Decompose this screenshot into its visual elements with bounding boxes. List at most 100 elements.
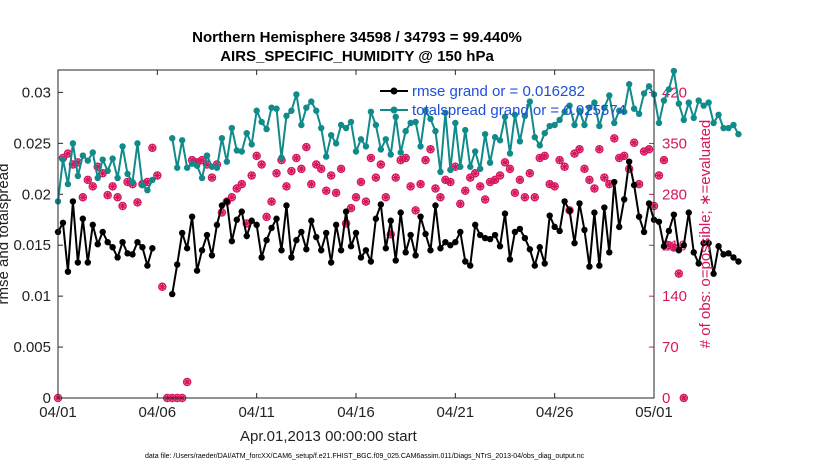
totalspread-point bbox=[293, 91, 300, 98]
rmse-point bbox=[675, 247, 683, 254]
rmse-point bbox=[526, 246, 534, 253]
rmse-point bbox=[670, 211, 678, 218]
rmse-point bbox=[596, 262, 603, 269]
totalspread-point bbox=[342, 124, 350, 132]
rmse-point bbox=[581, 226, 588, 234]
totalspread-point bbox=[645, 83, 653, 90]
rmse-point bbox=[392, 257, 399, 264]
obs-evaluated-point bbox=[367, 154, 375, 162]
totalspread-point bbox=[218, 135, 226, 142]
obs-evaluated-point bbox=[456, 200, 465, 208]
obs-evaluated-point bbox=[382, 193, 390, 202]
rmse-point bbox=[352, 229, 360, 237]
rmse-point bbox=[705, 239, 712, 247]
totalspread-point bbox=[427, 115, 434, 123]
totalspread-point bbox=[283, 112, 290, 120]
totalspread-point bbox=[596, 122, 603, 130]
totalspread-point bbox=[382, 136, 389, 143]
obs-evaluated-point bbox=[103, 191, 112, 199]
rmse-point bbox=[203, 231, 211, 239]
chart-title: Northern Hemisphere 34598 / 34793 = 99.4… bbox=[192, 29, 522, 46]
rmse-point bbox=[576, 200, 583, 207]
totalspread-point bbox=[337, 121, 345, 129]
rmse-point bbox=[735, 258, 742, 265]
totalspread-point bbox=[288, 107, 295, 114]
left-y-axis-label: rmse and totalspread bbox=[0, 164, 12, 305]
obs-evaluated-point bbox=[560, 162, 569, 171]
rmse-point bbox=[134, 238, 141, 246]
y-left-tick-label: 0 bbox=[43, 390, 51, 407]
rmse-point bbox=[586, 263, 593, 270]
totalspread-point bbox=[467, 163, 474, 170]
obs-evaluated-point bbox=[391, 173, 400, 182]
totalspread-point bbox=[685, 99, 692, 106]
y-right-tick-label: 350 bbox=[662, 135, 687, 152]
obs-evaluated-point bbox=[64, 149, 72, 158]
rmse-point bbox=[129, 251, 136, 258]
y-left-tick-label: 0.01 bbox=[22, 288, 51, 305]
rmse-point bbox=[551, 223, 558, 231]
rmse-point bbox=[69, 198, 77, 205]
rmse-point bbox=[213, 221, 221, 229]
rmse-point bbox=[715, 243, 722, 250]
obs-evaluated-point bbox=[247, 171, 256, 180]
totalspread-point bbox=[258, 118, 265, 126]
obs-evaluated-point bbox=[322, 186, 330, 195]
obs-evaluated-point bbox=[79, 193, 87, 202]
obs-evaluated-point bbox=[183, 378, 191, 386]
obs-evaluated-point bbox=[476, 182, 484, 191]
totalspread-point bbox=[387, 151, 394, 158]
obs-evaluated-point bbox=[252, 152, 261, 160]
rmse-point bbox=[268, 224, 275, 232]
totalspread-point bbox=[318, 124, 325, 132]
rmse-point bbox=[347, 243, 355, 250]
totalspread-point bbox=[119, 143, 126, 150]
rmse-point bbox=[178, 229, 186, 237]
rmse-point bbox=[635, 213, 643, 220]
rmse-point bbox=[99, 228, 106, 236]
totalspread-point bbox=[124, 170, 131, 178]
obs-evaluated-point bbox=[416, 180, 425, 188]
totalspread-point bbox=[496, 137, 504, 144]
rmse-point bbox=[660, 243, 668, 250]
totalspread-point bbox=[725, 124, 732, 132]
rmse-point bbox=[422, 230, 429, 238]
rmse-point bbox=[342, 208, 350, 215]
obs-evaluated-point bbox=[595, 145, 604, 154]
totalspread-point bbox=[720, 124, 727, 132]
rmse-point bbox=[442, 238, 449, 246]
rmse-point bbox=[124, 250, 131, 257]
totalspread-point bbox=[332, 140, 340, 147]
totalspread-point bbox=[397, 149, 404, 156]
rmse-point bbox=[452, 238, 459, 246]
totalspread-point bbox=[367, 108, 375, 115]
totalspread-point bbox=[536, 142, 543, 149]
rmse-point bbox=[685, 209, 692, 216]
totalspread-point bbox=[665, 86, 673, 93]
obs-evaluated-point bbox=[506, 165, 514, 173]
obs-evaluated-point bbox=[670, 243, 678, 252]
rmse-point bbox=[218, 202, 226, 209]
totalspread-point bbox=[149, 176, 156, 184]
totalspread-point bbox=[223, 158, 231, 165]
totalspread-point bbox=[705, 99, 712, 106]
obs-evaluated-point bbox=[262, 213, 271, 221]
totalspread-point bbox=[104, 167, 111, 175]
obs-evaluated-point bbox=[501, 158, 509, 167]
rmse-point bbox=[516, 225, 524, 233]
rmse-point bbox=[571, 239, 578, 247]
totalspread-point bbox=[313, 107, 320, 114]
y-left-tick-label: 0.03 bbox=[22, 84, 51, 101]
rmse-point bbox=[323, 229, 330, 237]
totalspread-point bbox=[621, 108, 628, 115]
totalspread-point bbox=[347, 118, 355, 126]
rmse-point bbox=[640, 228, 648, 236]
rmse-point bbox=[472, 221, 479, 229]
totalspread-point bbox=[462, 126, 469, 134]
totalspread-point bbox=[675, 100, 683, 107]
totalspread-point bbox=[521, 112, 529, 120]
rmse-point bbox=[149, 245, 156, 252]
obs-evaluated-point bbox=[451, 162, 460, 171]
totalspread-point bbox=[486, 159, 494, 166]
obs-evaluated-point bbox=[357, 178, 365, 186]
